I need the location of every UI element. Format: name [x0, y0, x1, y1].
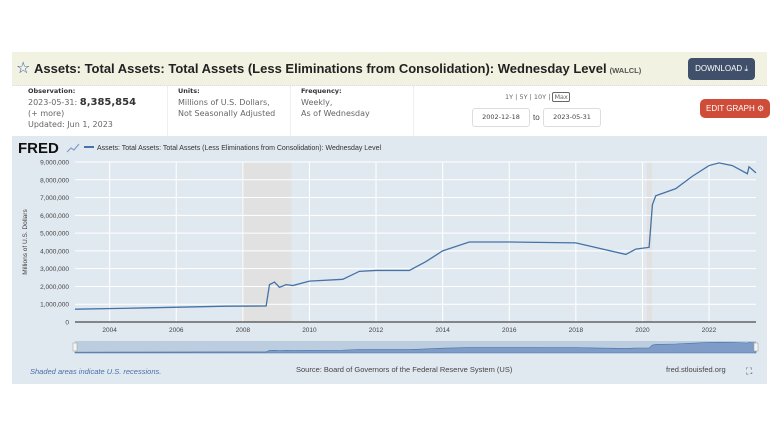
x-tick-label: 2022 — [702, 327, 717, 334]
page-title: Assets: Total Assets: Total Assets (Less… — [34, 61, 641, 76]
x-tick-label: 2006 — [169, 327, 184, 334]
range-1y[interactable]: 1Y — [505, 93, 514, 101]
fullscreen-icon[interactable]: ⛶ — [746, 366, 753, 376]
frequency-line2: As of Wednesday — [301, 109, 370, 118]
series-id: (WALCL) — [609, 66, 642, 75]
y-axis-label: Millions of U.S. Dollars — [22, 209, 29, 275]
x-tick-label: 2016 — [502, 327, 517, 334]
title-text: Assets: Total Assets: Total Assets (Less… — [34, 61, 607, 76]
site-link[interactable]: fred.stlouisfed.org — [666, 365, 726, 374]
x-tick-label: 2018 — [569, 327, 584, 334]
source-text: Source: Board of Governors of the Federa… — [296, 365, 513, 374]
download-label: DOWNLOAD — [695, 64, 743, 73]
x-tick-label: 2014 — [435, 327, 450, 334]
range-max[interactable]: Max — [552, 92, 570, 102]
star-icon[interactable]: ☆ — [16, 58, 31, 77]
units-line1: Millions of U.S. Dollars, — [178, 98, 270, 107]
range-5y[interactable]: 5Y — [519, 93, 528, 101]
observation-label: Observation: — [28, 87, 76, 95]
y-tick-label: 6,000,000 — [40, 213, 69, 220]
y-tick-label: 5,000,000 — [40, 231, 69, 238]
navigator-handle-left[interactable] — [72, 342, 78, 352]
range-10y[interactable]: 10Y — [533, 93, 547, 101]
series-line — [74, 162, 757, 310]
recession-note: Shaded areas indicate U.S. recessions. — [30, 367, 162, 376]
x-tick-label: 2010 — [302, 327, 317, 334]
navigator-handle-right[interactable] — [753, 342, 759, 352]
y-tick-label: 7,000,000 — [40, 195, 69, 202]
observation-value: 8,385,854 — [79, 97, 137, 108]
end-date-input[interactable]: 2023-05-31 — [543, 108, 601, 127]
download-icon: ⤓ — [744, 64, 748, 73]
to-label: to — [533, 113, 540, 122]
y-tick-label: 9,000,000 — [40, 160, 69, 167]
range-selector: 1Y | 5Y | 10Y | Max — [505, 92, 570, 102]
title-bar: ☆ Assets: Total Assets: Total Assets (Le… — [12, 52, 767, 86]
x-tick-label: 2004 — [102, 327, 117, 334]
y-tick-label: 0 — [65, 320, 69, 327]
frequency-line1: Weekly, — [301, 98, 333, 107]
edit-graph-label: EDIT GRAPH — [706, 104, 755, 113]
units-line2: Not Seasonally Adjusted — [178, 109, 276, 118]
more-link[interactable]: (+ more) — [28, 109, 65, 118]
observation-block: Observation: 2023-05-31: 8,385,854 (+ mo… — [18, 86, 168, 136]
units-block: Units: Millions of U.S. Dollars, Not Sea… — [168, 86, 291, 136]
x-tick-label: 2020 — [635, 327, 650, 334]
fred-chart-icon — [66, 143, 80, 153]
frequency-block: Frequency: Weekly, As of Wednesday — [291, 86, 414, 136]
legend-label: Assets: Total Assets: Total Assets (Less… — [97, 145, 381, 152]
y-tick-label: 2,000,000 — [40, 284, 69, 291]
navigator-series — [74, 341, 757, 354]
y-tick-label: 1,000,000 — [40, 302, 69, 309]
y-tick-label: 8,000,000 — [40, 177, 69, 184]
x-tick-label: 2012 — [369, 327, 384, 334]
units-label: Units: — [178, 87, 200, 95]
gear-icon: ⚙ — [756, 104, 765, 113]
y-tick-label: 3,000,000 — [40, 266, 69, 273]
frequency-label: Frequency: — [301, 87, 342, 95]
updated-date: Updated: Jun 1, 2023 — [28, 120, 113, 129]
recession-band-0 — [241, 162, 292, 322]
download-button[interactable]: DOWNLOAD ⤓ — [688, 58, 755, 80]
start-date-input[interactable]: 2002-12-18 — [472, 108, 530, 127]
x-tick-label: 2008 — [236, 327, 251, 334]
edit-graph-button[interactable]: EDIT GRAPH ⚙ — [700, 99, 771, 118]
fred-logo: FRED — [18, 140, 59, 157]
observation-date: 2023-05-31: — [28, 98, 78, 107]
y-tick-label: 4,000,000 — [40, 248, 69, 255]
